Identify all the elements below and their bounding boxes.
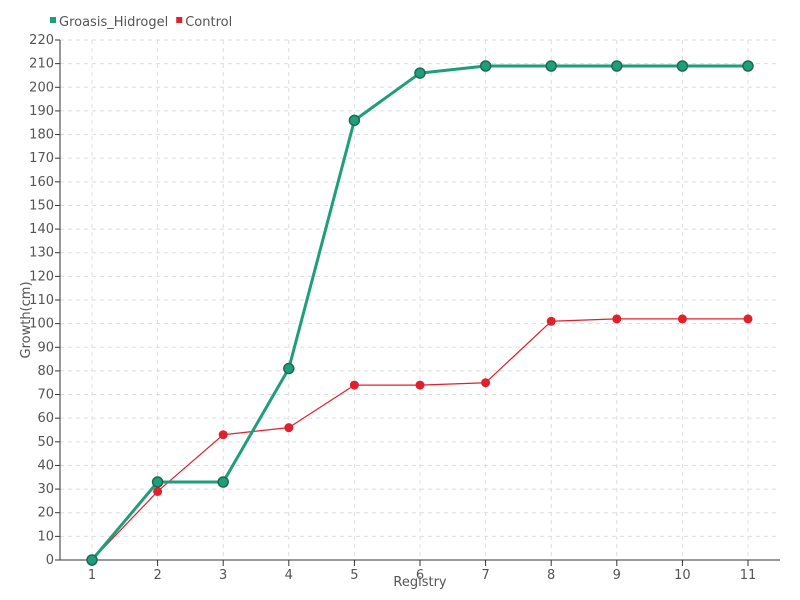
legend-label-control: Control	[185, 15, 232, 30]
data-point-groasis-hidrogel	[742, 60, 754, 72]
grid	[60, 39, 780, 560]
y-tick-label: 50	[37, 435, 54, 450]
x-tick-label: 3	[219, 568, 227, 583]
y-tick-label: 60	[37, 411, 54, 426]
y-tick-label: 90	[37, 340, 54, 355]
y-tick-label: 210	[29, 57, 54, 72]
data-point-control	[349, 380, 359, 390]
y-tick-label: 180	[29, 128, 54, 143]
y-tick-label: 110	[29, 293, 54, 308]
y-tick-label: 20	[37, 506, 54, 521]
x-tick-label: 1	[88, 568, 96, 583]
data-point-groasis-hidrogel	[217, 476, 229, 488]
data-point-groasis-hidrogel	[479, 60, 492, 72]
y-tick-label: 40	[37, 458, 54, 473]
legend-label-groasis-hidrogel: Groasis_Hidrogel	[59, 15, 168, 30]
data-point-control	[546, 316, 556, 326]
data-point-groasis-hidrogel	[86, 554, 98, 566]
data-point-control	[677, 314, 687, 324]
y-tick-label: 120	[29, 269, 54, 284]
legend-swatch-groasis-hidrogel	[50, 17, 56, 23]
y-tick-label: 190	[29, 104, 54, 119]
y-tick-label: 220	[29, 33, 54, 48]
data-point-control	[481, 378, 491, 388]
x-tick-label: 4	[285, 568, 293, 583]
y-tick-label: 70	[37, 388, 54, 403]
x-tick-label: 8	[547, 568, 555, 583]
y-axis-title: Growth(cm)	[19, 281, 34, 358]
data-point-groasis-hidrogel	[676, 60, 689, 72]
y-tick-label: 130	[29, 246, 54, 261]
x-tick-label: 9	[613, 568, 621, 583]
x-tick-label: 11	[740, 568, 757, 583]
x-axis-title: Registry	[393, 575, 447, 590]
data-point-groasis-hidrogel	[414, 67, 426, 79]
data-point-control	[218, 430, 228, 440]
data-point-control	[284, 423, 294, 433]
y-tick-label: 100	[29, 317, 54, 332]
data-point-control	[612, 314, 622, 324]
series	[86, 60, 754, 566]
data-point-groasis-hidrogel	[348, 114, 361, 127]
data-point-control	[415, 380, 425, 390]
data-point-groasis-hidrogel	[611, 60, 623, 72]
axes: 0102030405060708090100110120130140150160…	[29, 33, 780, 583]
data-point-groasis-hidrogel	[151, 476, 164, 488]
y-tick-label: 30	[37, 482, 54, 497]
x-tick-label: 2	[153, 568, 161, 583]
y-tick-label: 170	[29, 151, 54, 166]
x-tick-label: 10	[674, 568, 691, 583]
legend: Groasis_Hidrogel Control	[50, 15, 232, 30]
x-tick-label: 6	[416, 568, 424, 583]
y-tick-label: 160	[29, 175, 54, 190]
x-tick-label: 7	[481, 568, 489, 583]
y-tick-label: 150	[29, 198, 54, 213]
y-tick-label: 10	[37, 529, 54, 544]
y-tick-label: 0	[46, 553, 54, 568]
data-point-groasis-hidrogel	[545, 60, 557, 72]
y-tick-label: 140	[29, 222, 54, 237]
y-tick-label: 80	[37, 364, 54, 379]
data-point-control	[153, 486, 163, 496]
x-tick-label: 5	[350, 568, 358, 583]
data-point-control	[743, 314, 753, 324]
data-point-groasis-hidrogel	[283, 362, 295, 375]
legend-swatch-control	[176, 17, 183, 23]
y-tick-label: 200	[29, 80, 54, 95]
